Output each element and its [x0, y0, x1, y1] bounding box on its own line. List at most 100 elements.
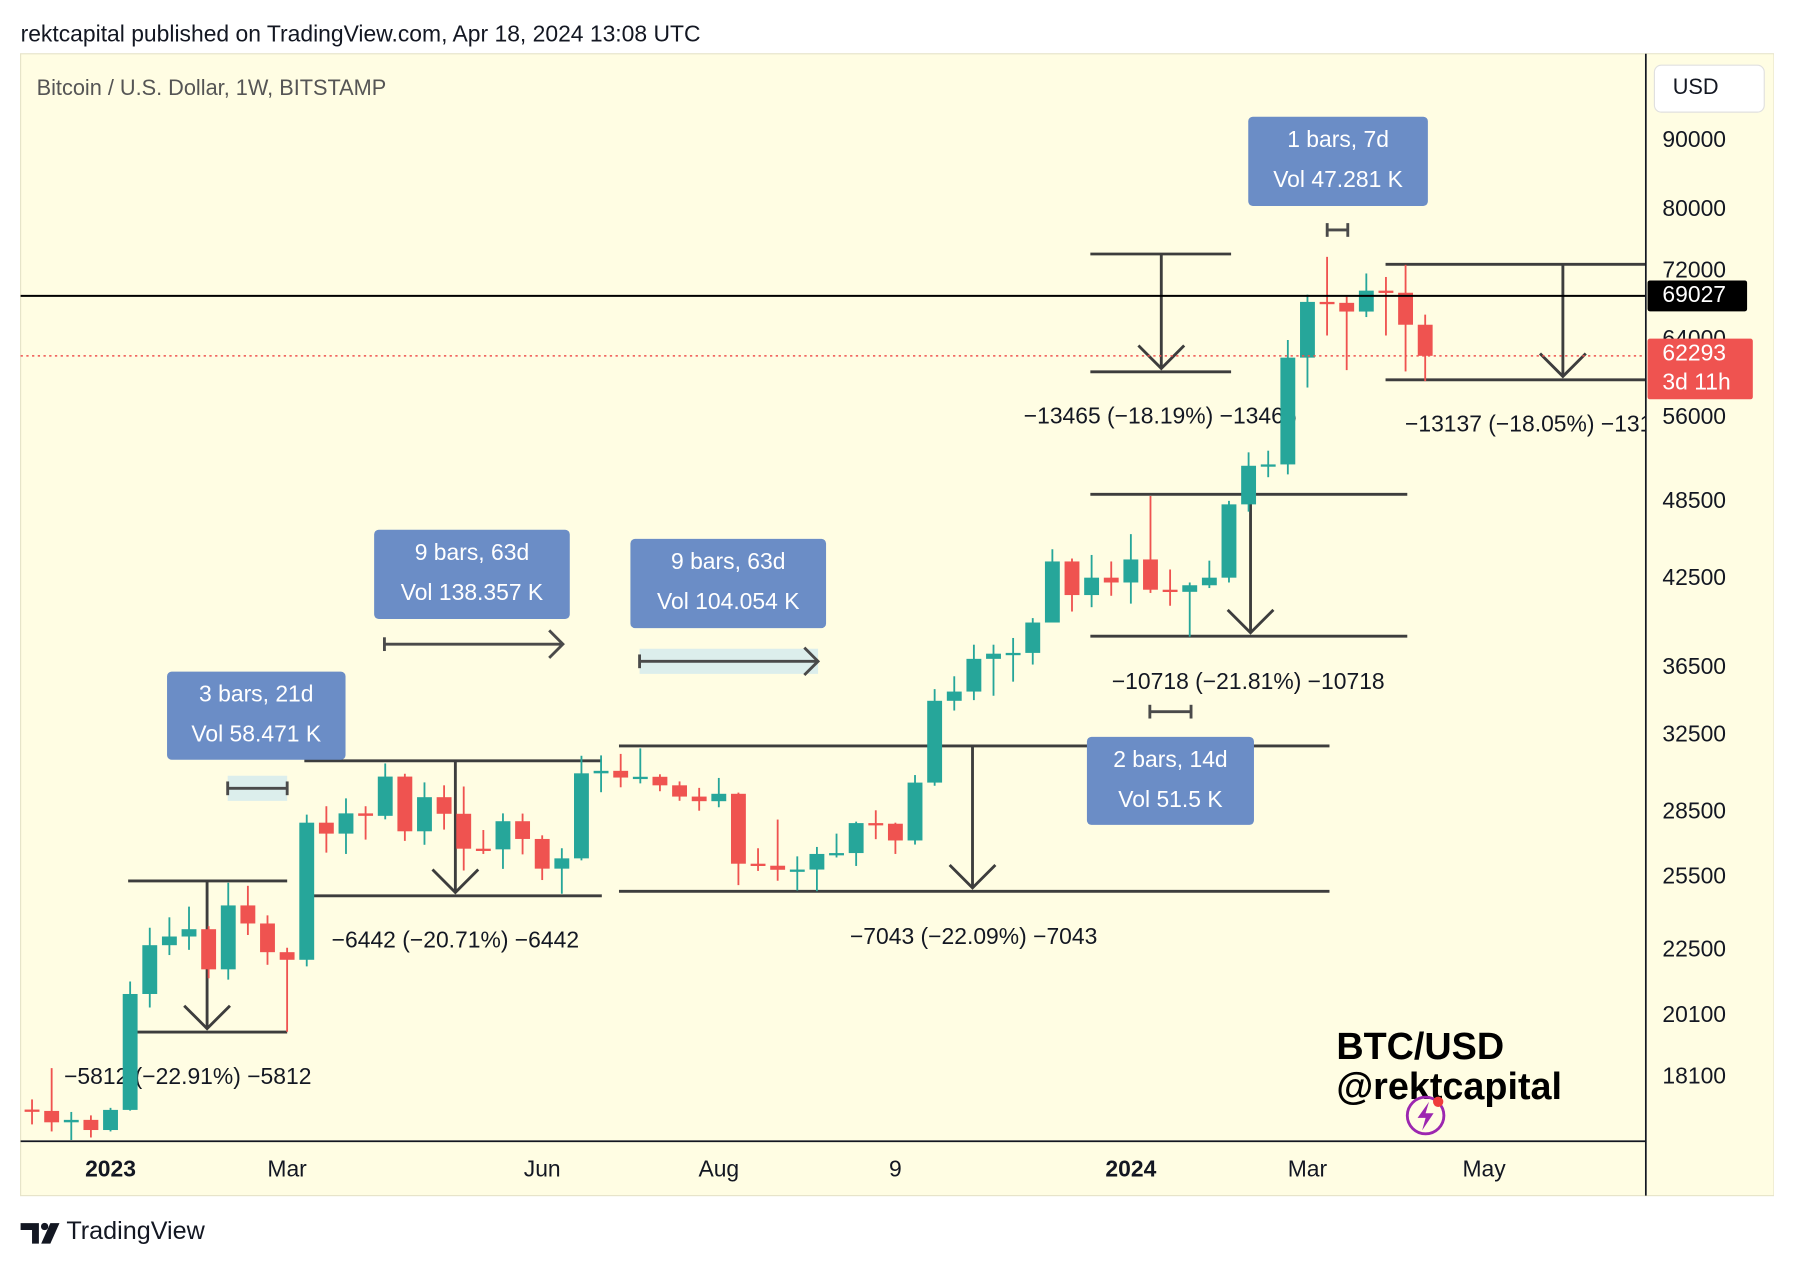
- candle-body: [554, 858, 570, 869]
- candle-body: [927, 700, 943, 783]
- candle-body: [240, 905, 256, 924]
- candle-body: [789, 869, 805, 872]
- candle-body: [63, 1119, 79, 1123]
- measure-arrowhead: [548, 629, 565, 659]
- candle-body: [1064, 561, 1080, 596]
- measure-text: 9 bars, 63d: [415, 539, 529, 565]
- price-axis-panel: [1646, 54, 1774, 1196]
- watermark-icon: [1405, 1095, 1446, 1136]
- candle-body: [1378, 290, 1394, 293]
- x-tick-label: Mar: [267, 1156, 307, 1182]
- measure-text: Vol 51.5 K: [1118, 786, 1222, 812]
- candle-body: [24, 1109, 40, 1112]
- candle-body: [142, 945, 158, 994]
- x-tick-label: 9: [889, 1156, 902, 1182]
- price-countdown: 3d 11h: [1662, 368, 1730, 394]
- candle-body: [868, 823, 884, 826]
- currency-label: USD: [1673, 74, 1719, 99]
- candle-body: [652, 776, 668, 786]
- y-tick-label: 28500: [1662, 797, 1726, 823]
- x-tick-label: Jun: [524, 1156, 561, 1182]
- candle-body: [1044, 561, 1060, 623]
- axes: 18100 20100 22500 25500 28500 32500 36500 42500…: [85, 126, 1753, 1182]
- price-label-box: [1647, 280, 1748, 312]
- candle-body: [495, 821, 511, 850]
- candle-body: [1241, 465, 1257, 505]
- measure-text: 1 bars, 7d: [1287, 126, 1389, 152]
- candle-body: [201, 929, 217, 970]
- x-tick-label: Mar: [1288, 1156, 1328, 1182]
- measure-text: 9 bars, 63d: [671, 548, 785, 574]
- drawings: −5812 (−22.91%) −5812 −6442 (−20.71%) −64…: [64, 252, 1678, 1089]
- price-label: 62293: [1662, 340, 1726, 366]
- drawdown-arrowhead: [1226, 608, 1275, 635]
- candle-body: [966, 658, 982, 692]
- candle-body: [83, 1119, 99, 1131]
- candle-body: [1398, 292, 1414, 325]
- tradingview-logo: [20, 1222, 60, 1244]
- candles: [24, 256, 1433, 1140]
- drawdown-label: −5812 (−22.91%) −5812: [64, 1063, 311, 1089]
- measure-text: 2 bars, 14d: [1113, 746, 1227, 772]
- x-tick-label: 2024: [1105, 1156, 1156, 1182]
- candle-body: [436, 797, 452, 814]
- drawdown-arrowhead: [1538, 352, 1587, 379]
- candle-body: [986, 653, 1001, 659]
- candle-body: [417, 797, 432, 832]
- candle-body: [809, 853, 825, 870]
- candle-body: [456, 813, 472, 849]
- candle-body: [338, 813, 354, 834]
- drawdown-arrowhead: [948, 863, 997, 890]
- candle-body: [1025, 622, 1041, 653]
- y-tick-label: 80000: [1662, 195, 1726, 221]
- measure-text: 3 bars, 21d: [199, 681, 313, 707]
- candle-body: [515, 821, 531, 839]
- measure-text: Vol 138.357 K: [401, 579, 543, 605]
- candle-body: [44, 1110, 60, 1123]
- drawdown-arrowhead: [183, 1004, 231, 1031]
- candle-body: [1201, 577, 1217, 586]
- drawdown-label: −13137 (−18.05%) −13137: [1405, 411, 1678, 437]
- candle-body: [829, 853, 844, 856]
- candle-body: [1143, 559, 1158, 590]
- y-tick-label: 20100: [1662, 1001, 1726, 1027]
- candle-body: [534, 838, 550, 869]
- candle-body: [730, 793, 746, 864]
- x-tick-label: Aug: [698, 1156, 739, 1182]
- measure-box: [1086, 736, 1254, 825]
- candle-body: [1417, 324, 1433, 356]
- candle-body: [181, 929, 197, 937]
- chart-title: Bitcoin / U.S. Dollar, 1W, BITSTAMP: [37, 75, 387, 100]
- candle-body: [260, 923, 275, 953]
- measure-box: [167, 671, 346, 760]
- y-tick-label: 36500: [1662, 653, 1726, 679]
- watermark-line: @rektcapital: [1336, 1065, 1562, 1107]
- chart-pane: [20, 53, 1774, 1197]
- drawdown-label: −6442 (−20.71%) −6442: [332, 927, 579, 953]
- y-tick-label: 18100: [1662, 1062, 1726, 1088]
- currency-button[interactable]: [1653, 64, 1765, 113]
- candle-body: [632, 776, 648, 780]
- y-tick-label: 32500: [1662, 721, 1726, 747]
- measure-box: [1248, 116, 1428, 206]
- measure-arrowhead: [803, 646, 821, 677]
- footer-brand: TradingView: [66, 1217, 205, 1245]
- candle-body: [613, 770, 629, 778]
- candle-body: [161, 936, 177, 946]
- candle-body: [122, 993, 138, 1110]
- y-tick-label: 72000: [1662, 256, 1726, 282]
- candle-body: [946, 691, 962, 701]
- drawdown-label: −7043 (−22.09%) −7043: [850, 923, 1097, 949]
- candle-body: [750, 863, 766, 866]
- price-label: 69027: [1662, 281, 1726, 307]
- header: rektcapital published on TradingView.com…: [21, 21, 701, 47]
- x-tick-label: 2023: [85, 1156, 136, 1182]
- candle-body: [103, 1109, 118, 1131]
- price-lines: [20, 294, 1646, 357]
- y-tick-label: 25500: [1662, 862, 1726, 888]
- candle-body: [1221, 504, 1237, 578]
- y-tick-label: 42500: [1662, 564, 1726, 590]
- candle-body: [1182, 585, 1198, 592]
